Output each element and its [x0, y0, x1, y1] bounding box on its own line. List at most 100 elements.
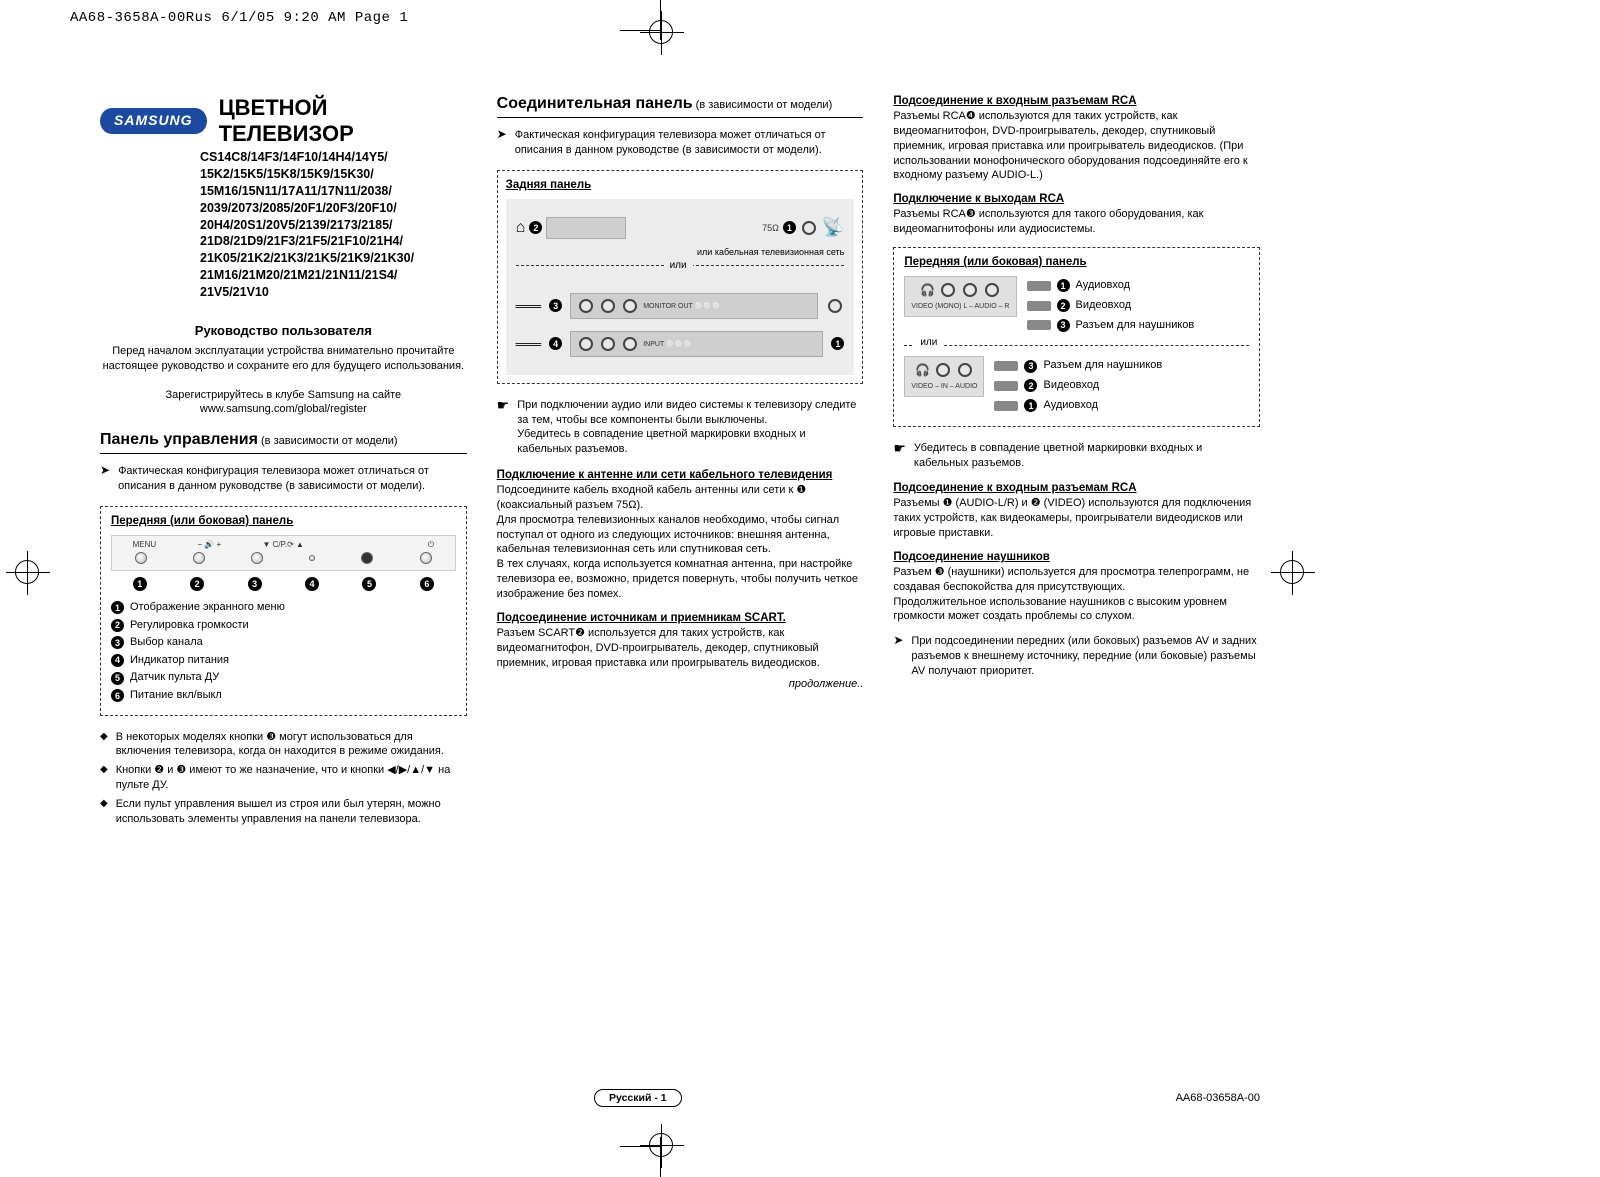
av-in-block: INPUT ⚪⚪⚪: [570, 331, 823, 357]
panel-button: [193, 552, 205, 564]
antenna-or: или кабельная телевизионная сеть: [516, 247, 845, 257]
diamond-icon: ◆: [100, 763, 108, 793]
jack-icon: [994, 381, 1018, 391]
side-legend-bottom: 3Разъем для наушников 2Видеовход 1Аудиов…: [994, 356, 1162, 415]
panel-label: − 🔊 +: [197, 540, 221, 550]
side-panel-title: Передняя (или боковая) панель: [904, 256, 1249, 268]
cable-icon: ═══: [516, 337, 542, 351]
rear-panel-title: Задняя панель: [506, 179, 855, 191]
jack-icon: [1027, 281, 1051, 291]
side-item: Аудиовход: [1076, 276, 1131, 296]
col1-bullet: Если пульт управления вышел из строя или…: [116, 797, 467, 827]
coax-connector: [802, 221, 816, 235]
side-item: Аудиовход: [1043, 396, 1098, 416]
main-title: ЦВЕТНОЙ ТЕЛЕВИЗОР: [219, 95, 467, 147]
front-item: Датчик пульта ДУ: [130, 669, 219, 687]
jack-icon: [1027, 301, 1051, 311]
hand-icon: ☛: [497, 398, 510, 457]
front-item: Питание вкл/выкл: [130, 687, 222, 705]
column-3: Подсоединение к входным разъемам RCA Раз…: [893, 95, 1260, 831]
col1-bullet: Кнопки ❷ и ❸ имеют то же назначение, что…: [116, 763, 467, 793]
rca-in-body: Разъемы RCA❹ используются для таких устр…: [893, 109, 1260, 183]
callout-1: 1: [783, 221, 796, 234]
diamond-icon: ◆: [100, 730, 108, 760]
page-content: SAMSUNG ЦВЕТНОЙ ТЕЛЕВИЗОР CS14C8/14F3/14…: [100, 95, 1260, 831]
side-jacks-top: 🎧 VIDEO (MONO) L – AUDIO – R: [904, 276, 1016, 317]
rear-panel-illustration: ⌂ 2 75Ω 1 📡 или кабельная телевизионная …: [506, 199, 855, 375]
front-item: Регулировка громкости: [130, 617, 249, 635]
rca-in2-heading: Подсоединение к входным разъемам RCA: [893, 482, 1260, 494]
panel-label: ⏻: [428, 540, 434, 550]
jack-icon: [994, 401, 1018, 411]
side-item: Разъем для наушников: [1043, 356, 1162, 376]
panel-button: [135, 552, 147, 564]
or-separator: или: [914, 337, 943, 348]
antenna-body: Подсоедините кабель входной кабель антен…: [497, 483, 864, 602]
rca-in-heading: Подсоединение к входным разъемам RCA: [893, 95, 1260, 107]
callout-2: 2: [529, 221, 542, 234]
callout-4: 4: [549, 337, 562, 350]
print-header: AA68-3658A-00Rus 6/1/05 9:20 AM Page 1: [70, 10, 408, 26]
conn-title: Соединительная панель: [497, 95, 693, 112]
note-arrow-icon: ➤: [100, 464, 110, 494]
footer: Русский - 1 AA68-03658A-00: [100, 1089, 1260, 1107]
headphone-body: Разъем ❸ (наушники) используется для про…: [893, 565, 1260, 624]
rear-panel-box: Задняя панель ⌂ 2 75Ω 1 📡: [497, 170, 864, 384]
callout-2: 2: [190, 577, 204, 591]
callout-3: 3: [549, 299, 562, 312]
rca-out-body: Разъемы RCA❸ используются для такого обо…: [893, 207, 1260, 237]
jack-icon: [994, 361, 1018, 371]
callout-5: 5: [362, 577, 376, 591]
guide-title: Руководство пользователя: [100, 323, 467, 338]
panel-label: ▼ C/P.⟳ ▲: [262, 540, 304, 550]
side-item: Разъем для наушников: [1076, 316, 1195, 336]
hand-icon: ☛: [893, 441, 906, 471]
headphone-heading: Подсоединение наушников: [893, 551, 1260, 563]
side-panel-box: Передняя (или боковая) панель 🎧 VIDEO (M…: [893, 247, 1260, 427]
cable-icon: ═══: [516, 299, 542, 313]
column-1: SAMSUNG ЦВЕТНОЙ ТЕЛЕВИЗОР CS14C8/14F3/14…: [100, 95, 467, 831]
side-item: Видеовход: [1043, 376, 1099, 396]
panel-button: [420, 552, 432, 564]
antenna-heading: Подключение к антенне или сети кабельног…: [497, 469, 864, 481]
front-panel-title: Передняя (или боковая) панель: [111, 515, 456, 527]
side-item: Видеовход: [1076, 296, 1132, 316]
scart-connector: [546, 217, 626, 239]
control-note: Фактическая конфигурация телевизора може…: [118, 464, 467, 494]
note-arrow-icon: ➤: [497, 128, 507, 158]
footer-code: AA68-03658A-00: [1176, 1092, 1260, 1104]
footer-lang-pill: Русский - 1: [594, 1089, 682, 1107]
av-priority-note: При подсоединении передних (или боковых)…: [911, 634, 1260, 679]
front-item: Выбор канала: [130, 634, 203, 652]
callout-4: 4: [305, 577, 319, 591]
panel-label: MENU: [133, 540, 157, 550]
scart-heading: Подсоединение источникам и приемникам SC…: [497, 612, 864, 624]
samsung-logo: SAMSUNG: [100, 108, 207, 134]
conn-sub: (в зависимости от модели): [696, 99, 833, 111]
col1-bullet: В некоторых моделях кнопки ❸ могут испол…: [116, 730, 467, 760]
or-separator: или: [664, 260, 693, 271]
control-panel-sub: (в зависимости от модели): [261, 435, 398, 447]
callout-1: 1: [831, 337, 844, 350]
panel-button: [251, 552, 263, 564]
scart-body: Разъем SCART❷ используется для таких уст…: [497, 626, 864, 671]
coax-connector: [828, 299, 842, 313]
side-legend-top: 1Аудиовход 2Видеовход 3Разъем для наушни…: [1027, 276, 1195, 335]
guide-intro: Перед началом эксплуатации устройства вн…: [100, 344, 467, 374]
continued-label: продолжение..: [497, 678, 864, 690]
note-arrow-icon: ➤: [893, 634, 903, 679]
impedance-label: 75Ω: [762, 223, 779, 233]
callout-1: 1: [133, 577, 147, 591]
front-panel-legend: 1Отображение экранного меню 2Регулировка…: [111, 599, 456, 705]
conn-note: Фактическая конфигурация телевизора може…: [515, 128, 864, 158]
av-out-block: MONITOR OUT ⚪⚪⚪: [570, 293, 818, 319]
side-jacks-bottom: 🎧 VIDEO – IN – AUDIO: [904, 356, 984, 397]
jack-labels: VIDEO (MONO) L – AUDIO – R: [911, 303, 1009, 310]
front-item: Отображение экранного меню: [130, 599, 285, 617]
register-text: Зарегистрируйтесь в клубе Samsung на сай…: [100, 388, 467, 418]
panel-button: [309, 555, 315, 561]
model-list: CS14C8/14F3/14F10/14H4/14Y5/ 15K2/15K5/1…: [200, 149, 467, 301]
column-2: Соединительная панель (в зависимости от …: [497, 95, 864, 831]
scart-icon: ⌂: [516, 219, 526, 237]
rca-in2-body: Разъемы ❶ (AUDIO-L/R) и ❷ (VIDEO) исполь…: [893, 496, 1260, 541]
